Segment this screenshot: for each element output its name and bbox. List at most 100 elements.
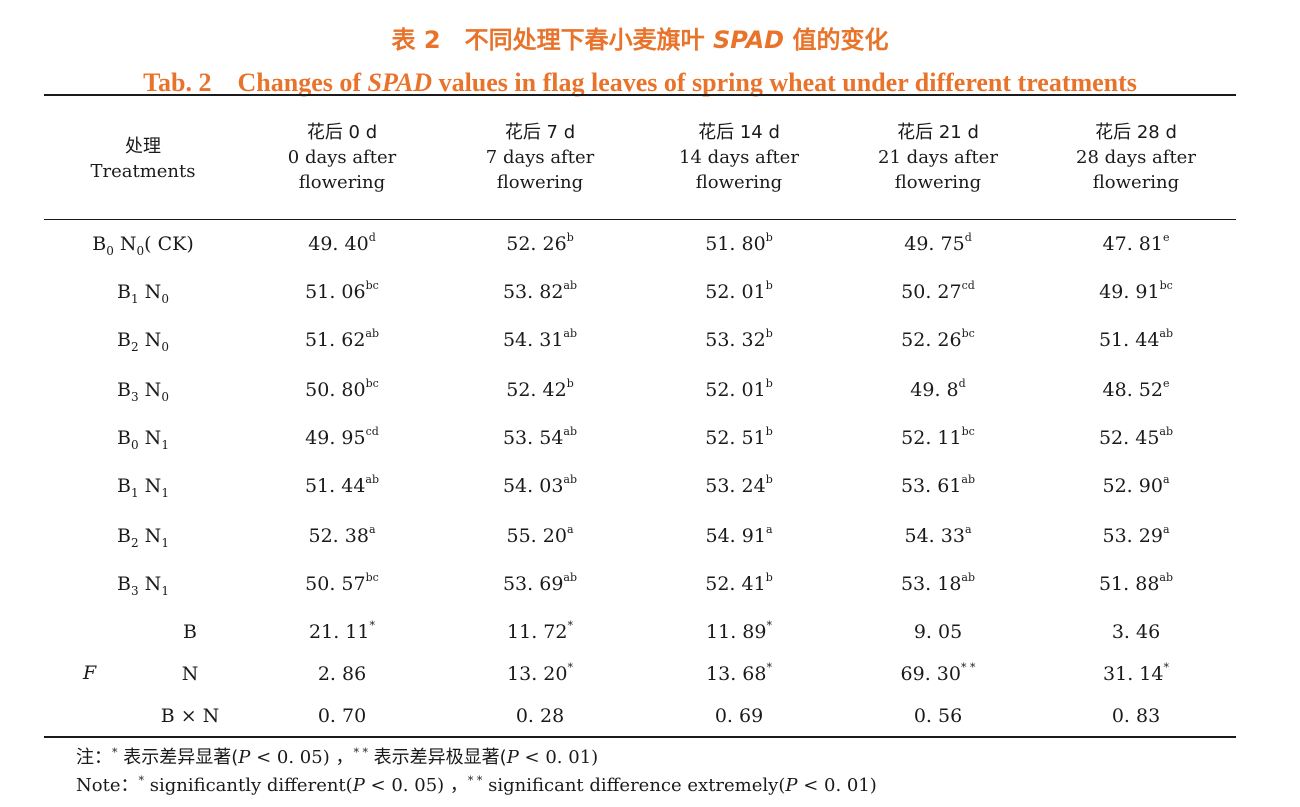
table-cell: 53. 69ab [440, 572, 640, 596]
significance-letter: bc [961, 327, 975, 340]
column-header-en: flowering [298, 172, 386, 193]
column-header: 花后 28 d 28 days after flowering [1036, 120, 1236, 195]
cell-value: 52. 45 [1098, 427, 1160, 449]
table-cell: 69. 30* * [838, 662, 1038, 686]
note-asterisk: * * [467, 774, 483, 787]
treatment-label: B2 N0 [43, 328, 243, 353]
table-title-en: Tab. 2 Changes of SPAD values in flag le… [143, 68, 1137, 97]
treatment-b: B [117, 475, 131, 497]
treatment-label: B3 N1 [43, 572, 243, 598]
table-cell: 54. 33a [838, 524, 1038, 548]
table-cell: 11. 72* [440, 620, 640, 644]
significance-letter: ab [1159, 327, 1174, 340]
cell-value: 53. 61 [900, 475, 962, 497]
cell-value: 13. 20 [507, 663, 568, 685]
significance-letter: * [766, 661, 772, 674]
cell-value: 54. 33 [904, 525, 965, 547]
cell-value: 50. 57 [305, 573, 366, 595]
significance-letter: cd [961, 279, 975, 292]
treatment-n-index: 0 [161, 292, 169, 306]
table-cell: 52. 26b [440, 232, 640, 256]
significance-letter: * [766, 619, 772, 632]
table-cell: 53. 18ab [838, 572, 1038, 596]
treatment-n-index: 1 [161, 584, 169, 598]
table-cell: 0. 69 [639, 704, 839, 728]
column-header-en: 7 days after [485, 147, 595, 168]
treatment-label: B2 N1 [43, 524, 243, 549]
table-cell: 53. 82ab [440, 280, 640, 304]
column-header: 花后 14 d 14 days after flowering [639, 120, 839, 195]
significance-letter: * [369, 619, 375, 632]
f-factor-label: B × N [160, 705, 220, 727]
treatment-n: N [138, 329, 162, 351]
note-text: 表示差异极显著( [367, 747, 507, 768]
significance-letter: bc [1159, 279, 1173, 292]
note-text: significant difference extremely( [482, 775, 786, 796]
significance-letter: d [958, 377, 966, 390]
cell-value: 21. 11 [309, 621, 370, 643]
treatment-b: B [92, 233, 107, 255]
treatment-label: B1 N0 [43, 280, 243, 306]
table-cell: 52. 51b [639, 426, 839, 450]
treatment-b-index: 1 [131, 292, 139, 306]
table-cell: 52. 11bc [838, 426, 1038, 450]
note-text: < 0. 01) [518, 747, 599, 768]
note-text: < 0. 01) [797, 775, 877, 796]
cell-value: 13. 68 [706, 663, 767, 685]
column-header-cn: 花后 7 d [504, 122, 576, 143]
treatment-label: B3 N0 [43, 378, 243, 403]
table-cell: 54. 31ab [440, 328, 640, 352]
significance-letter: d [368, 231, 376, 244]
treatment-b: B [117, 525, 131, 547]
table-cell: 11. 89* [639, 620, 839, 644]
significance-letter: a [368, 523, 376, 536]
column-header-en: flowering [496, 172, 584, 193]
table-cell: 51. 62ab [242, 328, 442, 352]
treatment-n-index: 1 [161, 438, 169, 452]
note-text: Note： [76, 775, 139, 796]
cell-value: 31. 14 [1103, 663, 1164, 685]
table-cell: 52. 38a [242, 524, 442, 548]
note-p-symbol: P [238, 747, 251, 768]
column-header-cn: 花后 21 d [897, 122, 979, 143]
cell-value: 53. 18 [900, 573, 962, 595]
cell-value: 53. 29 [1102, 525, 1163, 547]
treatment-n: N [113, 233, 137, 255]
note-en: Note：* significantly different(P < 0. 05… [76, 769, 877, 798]
table-cell: 0. 28 [440, 704, 640, 728]
treatment-b: B [117, 329, 131, 351]
cell-value: 52. 38 [308, 525, 369, 547]
significance-letter: ab [563, 571, 578, 584]
treatment-n: N [138, 573, 162, 595]
column-header-cn: 花后 14 d [698, 122, 780, 143]
treatment-n-index: 1 [161, 486, 169, 500]
significance-letter: bc [961, 425, 975, 438]
significance-letter: e [1162, 377, 1170, 390]
cell-value: 52. 42 [506, 379, 567, 401]
note-text: 注： [76, 747, 112, 768]
significance-letter: b [765, 279, 773, 292]
note-asterisk: * * [353, 746, 368, 759]
significance-letter: ab [563, 473, 578, 486]
treatment-label: B0 N1 [43, 426, 243, 452]
cell-value: 52. 90 [1102, 475, 1163, 497]
cell-value: 47. 81 [1102, 233, 1163, 255]
table-cell: 52. 42b [440, 378, 640, 402]
table-cell: 49. 75d [838, 232, 1038, 256]
cell-value: 52. 26 [506, 233, 567, 255]
column-header-cn: 花后 28 d [1095, 122, 1177, 143]
table-cell: 49. 8d [838, 378, 1038, 402]
header-treatments-cn: 处理 [125, 136, 161, 157]
cell-value: 50. 80 [305, 379, 366, 401]
column-header: 花后 0 d 0 days after flowering [242, 120, 442, 195]
cell-value: 3. 46 [1111, 621, 1161, 643]
column-header-en: 21 days after [878, 147, 998, 168]
table-cell: 55. 20a [440, 524, 640, 548]
cell-value: 52. 01 [705, 379, 766, 401]
header-treatments: 处理 Treatments [43, 134, 243, 184]
cell-value: 53. 32 [705, 329, 766, 351]
significance-letter: a [566, 523, 574, 536]
significance-letter: ab [365, 473, 380, 486]
significance-letter: b [765, 571, 773, 584]
note-text: < 0. 05) ， [364, 775, 468, 796]
